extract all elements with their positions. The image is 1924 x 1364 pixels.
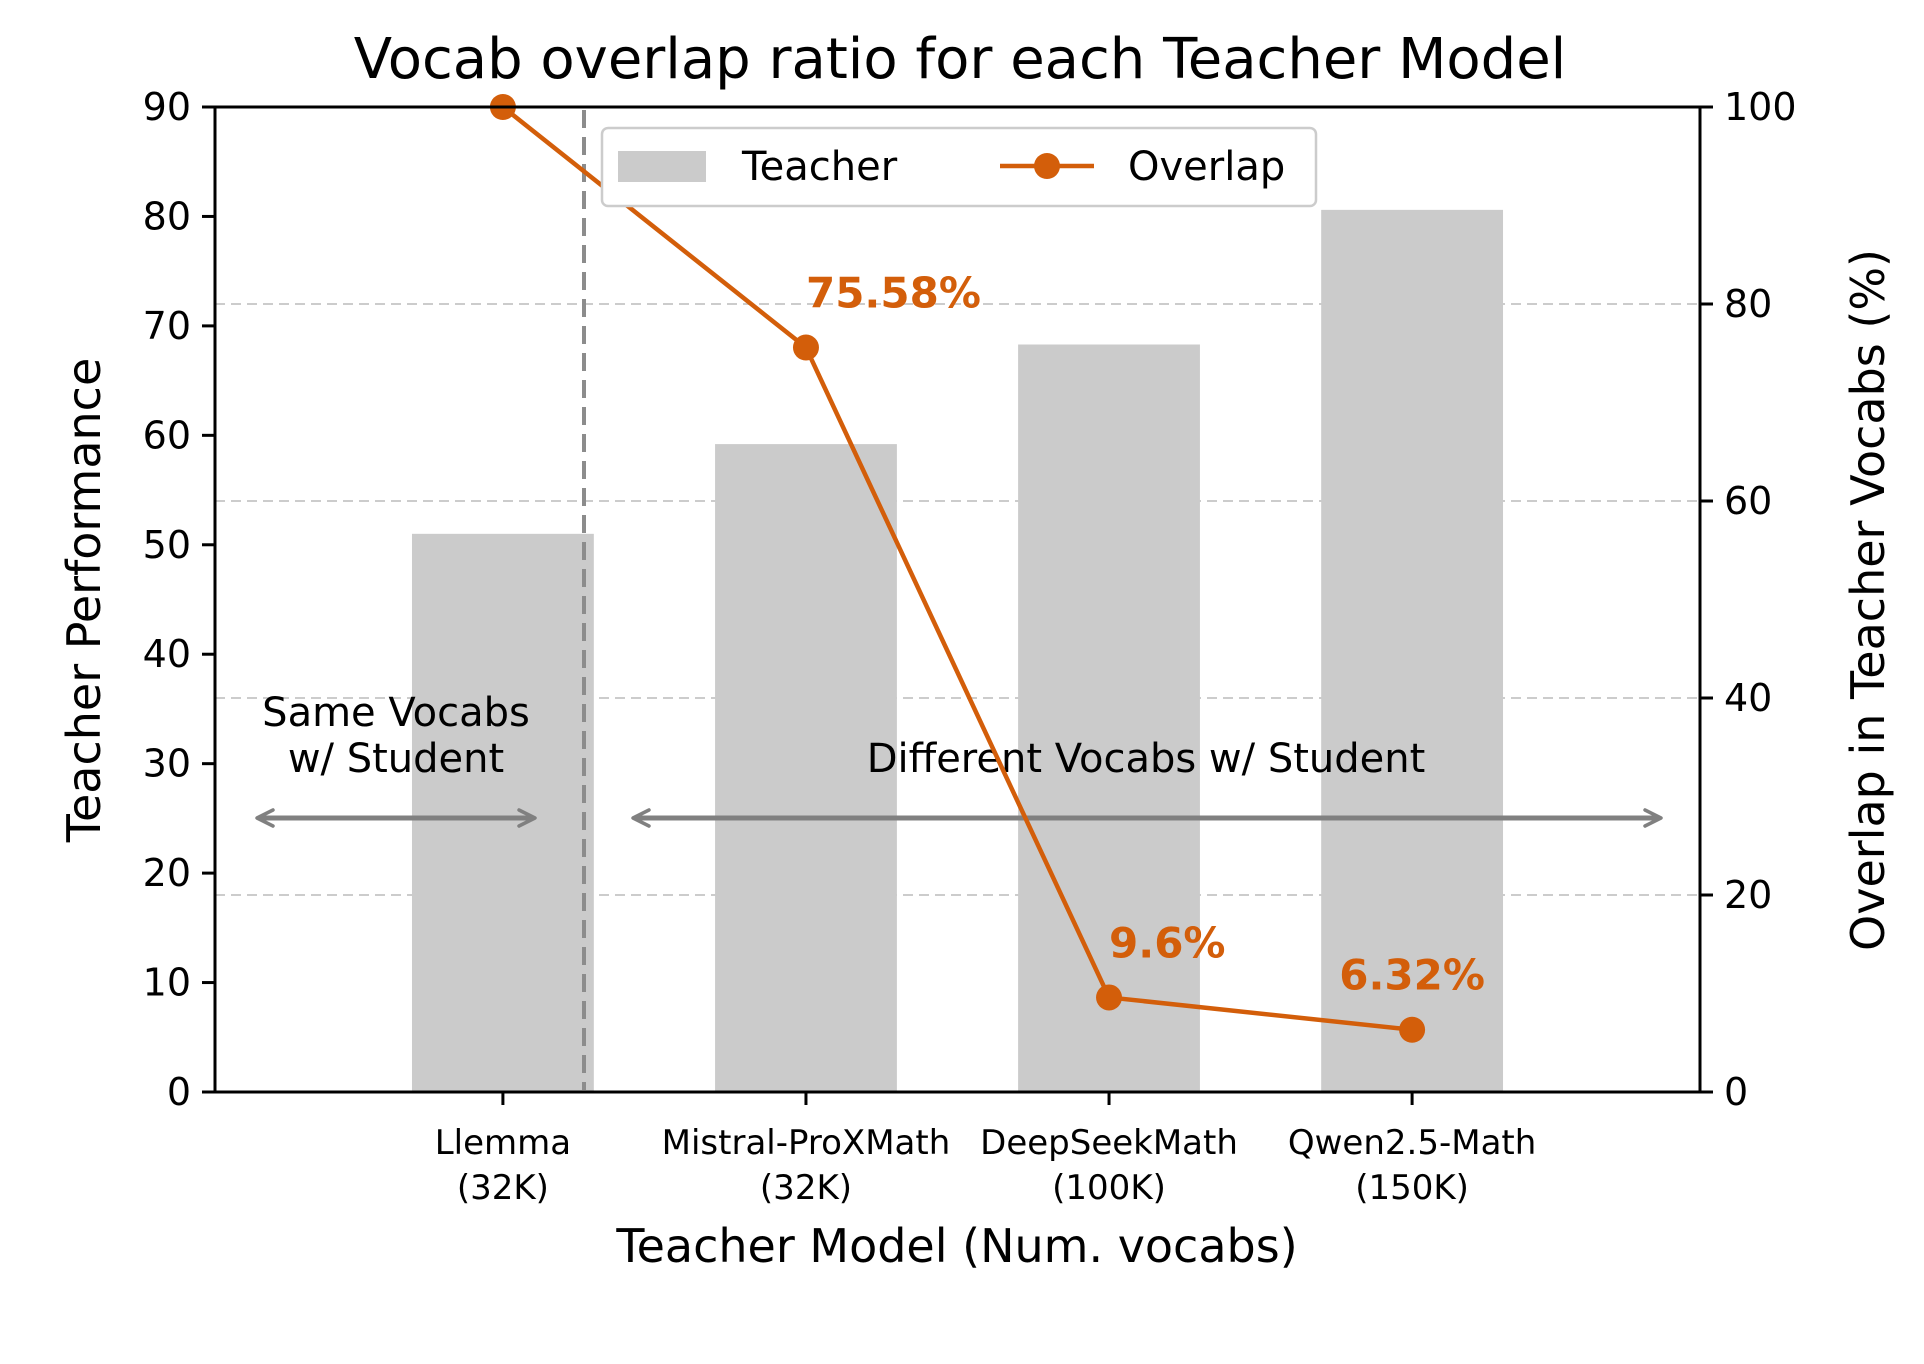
y2-tick-label: 60 [1724, 479, 1772, 523]
plot-frame [213, 105, 1702, 1094]
x-tick-label: Mistral-ProXMath [662, 1123, 951, 1163]
x-tick-label: Qwen2.5-Math [1288, 1123, 1536, 1163]
overlap-line [501, 105, 1413, 1032]
bar-teacher [1018, 344, 1200, 1092]
overlap-point [1096, 984, 1123, 1011]
legend-label-teacher: Teacher [741, 144, 898, 190]
y2-tick-label: 40 [1724, 676, 1772, 720]
overlap-point [1399, 1016, 1426, 1043]
y2-tick-label: 20 [1724, 873, 1772, 917]
data-label: 9.6% [1109, 918, 1225, 967]
overlap-point [792, 334, 819, 361]
bar-teacher [715, 444, 897, 1093]
legend-swatch-teacher [618, 151, 706, 182]
y2-tick-label: 80 [1724, 282, 1772, 326]
y-axis-title: Teacher Performance [57, 358, 111, 844]
y-tick-label: 0 [167, 1070, 191, 1114]
bar-teacher [411, 533, 594, 1092]
data-label: 6.32% [1339, 951, 1485, 1000]
y-tick-label: 10 [143, 961, 191, 1005]
bar-teacher [1321, 209, 1504, 1092]
x-tick-sublabel: (32K) [760, 1168, 852, 1208]
y-tick-label: 60 [143, 413, 191, 457]
y2-tick-label: 100 [1724, 85, 1797, 129]
x-tick-label: Llemma [435, 1123, 571, 1163]
legend: Teacher Overlap [600, 126, 1318, 208]
x-tick-label: DeepSeekMath [980, 1123, 1238, 1163]
x-tick-sublabel: (32K) [457, 1168, 549, 1208]
x-axis: Llemma (32K) Mistral-ProXMath (32K) DeepSeek… [435, 1092, 1536, 1208]
legend-box [600, 126, 1318, 208]
y-tick-label: 80 [143, 194, 191, 238]
y-tick-label: 20 [143, 851, 191, 895]
annotation-different-vocabs: Different Vocabs w/ Student [867, 736, 1426, 782]
chart-title: Vocab overlap ratio for each Teacher Mod… [354, 27, 1567, 92]
data-labels: 75.58% 9.6% 6.32% [806, 269, 1485, 1000]
right-y-axis: 0 20 40 60 80 100 [1700, 85, 1797, 1114]
left-y-axis: 0 10 20 30 40 50 60 70 80 90 [143, 85, 215, 1114]
y-tick-label: 70 [143, 304, 191, 348]
legend-label-overlap: Overlap [1128, 144, 1285, 190]
annotations: Same Vocabs w/ Student Different Vocabs … [255, 690, 1663, 828]
x-tick-sublabel: (150K) [1355, 1168, 1469, 1208]
y2-axis-title: Overlap in Teacher Vocabs (%) [1841, 249, 1895, 951]
y2-tick-label: 0 [1724, 1070, 1748, 1114]
y-tick-label: 30 [143, 742, 191, 786]
y-tick-label: 40 [143, 632, 191, 676]
annotation-same-vocabs-line2: w/ Student [288, 736, 504, 782]
data-label: 75.58% [806, 269, 981, 318]
x-axis-title: Teacher Model (Num. vocabs) [615, 1219, 1297, 1273]
bars [411, 209, 1504, 1093]
legend-swatch-overlap-marker [1034, 153, 1060, 179]
x-tick-sublabel: (100K) [1052, 1168, 1166, 1208]
annotation-same-vocabs-line1: Same Vocabs [262, 690, 530, 736]
y-tick-label: 90 [143, 85, 191, 129]
y-tick-label: 50 [143, 523, 191, 567]
